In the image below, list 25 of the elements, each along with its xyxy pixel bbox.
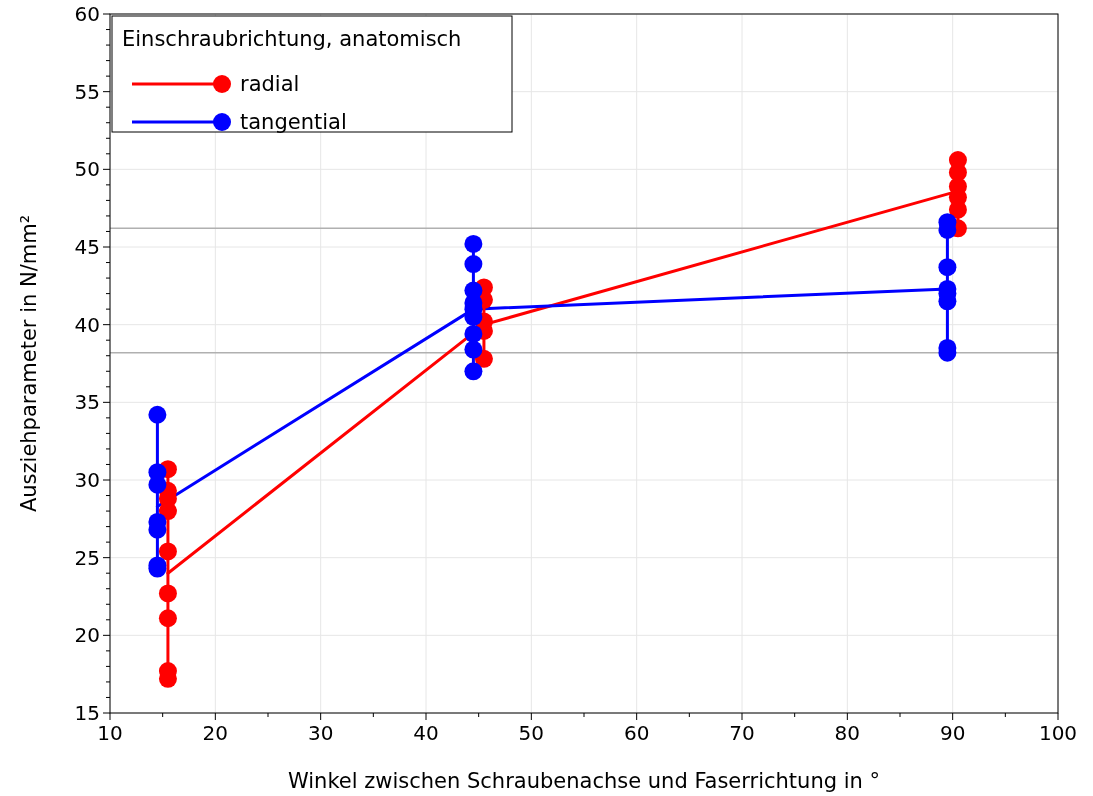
y-tick-label: 45	[74, 235, 100, 259]
y-axis-title: Ausziehparameter in N/mm²	[17, 214, 41, 513]
y-tick-label: 20	[74, 623, 100, 648]
x-tick-label: 10	[97, 721, 123, 745]
x-tick-label: 70	[729, 721, 755, 745]
legend-label: tangential	[240, 110, 347, 135]
x-tick-label: 40	[413, 721, 439, 745]
x-tick-label: 30	[307, 721, 334, 745]
y-tick-label: 35	[74, 390, 100, 415]
y-tick-label: 50	[74, 157, 100, 182]
y-tick-label: 40	[74, 312, 100, 337]
x-tick-label: 80	[834, 721, 861, 745]
legend-title: Einschraubrichtung, anatomisch	[122, 27, 462, 51]
x-tick-label: 50	[518, 721, 545, 745]
y-tick-label: 55	[74, 79, 100, 104]
y-tick-label: 15	[74, 701, 100, 725]
y-tick-label: 25	[74, 545, 100, 570]
x-axis-title: Winkel zwischen Schraubenachse und Faserrichtung in °	[287, 769, 881, 793]
x-tick-label: 90	[939, 721, 966, 745]
x-tick-label: 20	[202, 721, 229, 745]
x-tick-label: 100	[1038, 721, 1078, 745]
legend-label: radial	[240, 72, 300, 97]
y-tick-label: 60	[74, 2, 100, 26]
y-tick-label: 30	[74, 468, 100, 492]
x-tick-label: 60	[623, 721, 650, 745]
